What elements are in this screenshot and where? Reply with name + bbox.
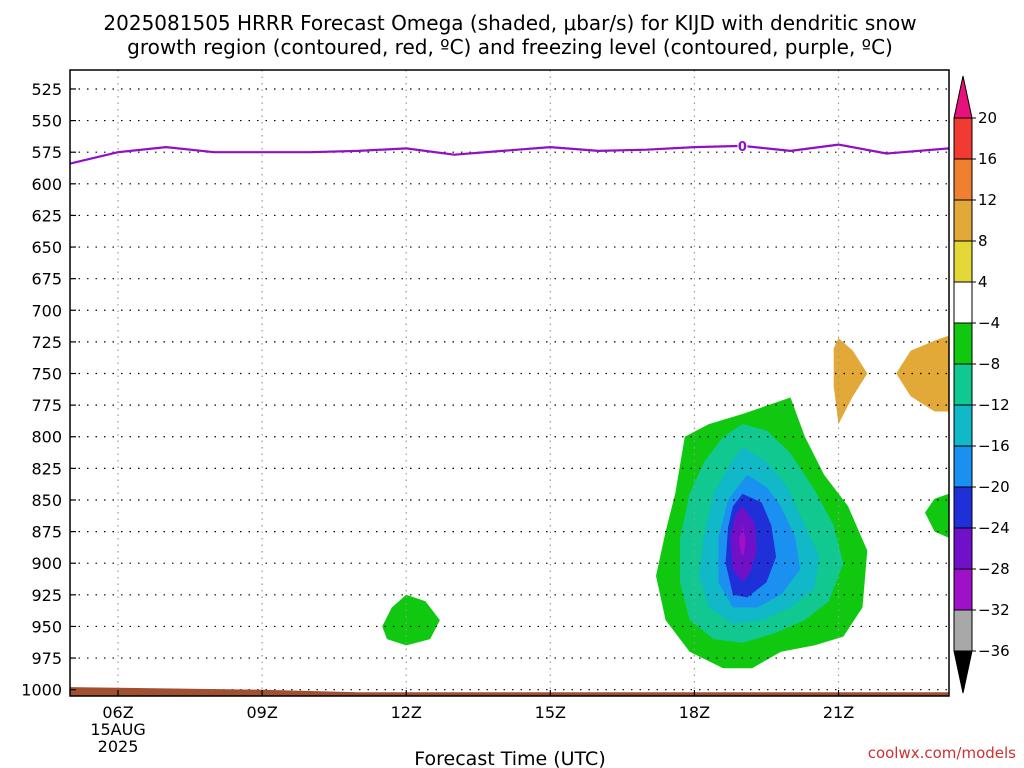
y-tick-label-725: 725 (31, 333, 62, 352)
credit-text: coolwx.com/models (868, 744, 1016, 762)
y-tick-label-875: 875 (31, 523, 62, 542)
colorbar-label-7: −12 (978, 396, 1010, 414)
x-tick-label-15Z: 15Z (535, 703, 566, 722)
colorbar-box-3 (953, 199, 973, 242)
omega-region-6 (932, 601, 949, 671)
colorbar-box-10 (953, 486, 973, 529)
x-axis: 06Z 09Z 12Z 15Z 18Z 21Z (102, 690, 854, 722)
colorbar-label-10: −24 (978, 519, 1010, 537)
y-tick-label-900: 900 (31, 554, 62, 573)
colorbar-box-7 (953, 363, 973, 406)
x-tick-label-06Z: 06Z (102, 703, 133, 722)
y-tick-label-675: 675 (31, 270, 62, 289)
colorbar-box-8 (953, 404, 973, 447)
terrain-polygon (70, 687, 949, 696)
freezing-level-label: 0 (738, 140, 747, 155)
x-axis-title: Forecast Time (UTC) (414, 748, 605, 768)
x-date-label-year: 2025 (98, 737, 139, 756)
colorbar-label-6: −8 (978, 355, 1000, 373)
colorbar-label-8: −16 (978, 437, 1010, 455)
colorbar-top-arrow (953, 75, 973, 119)
colorbar-label-12: −32 (978, 601, 1010, 619)
chart-title-line-2: growth region (contoured, red, ºC) and f… (127, 35, 893, 59)
omega-region-8 (925, 493, 949, 538)
omega-region-1 (110, 618, 128, 648)
colorbar-label-2: 12 (978, 191, 997, 209)
plot-frame (69, 69, 950, 697)
colorbar-label-5: −4 (978, 314, 1000, 332)
omega-region-5 (896, 335, 949, 412)
x-tick-label-21Z: 21Z (823, 703, 854, 722)
colorbar-box-2 (953, 158, 973, 201)
y-tick-label-800: 800 (31, 428, 62, 447)
freezing-level-line (70, 143, 949, 165)
colorbar-label-9: −20 (978, 478, 1010, 496)
colorbar: 20 16 12 8 4 −4 −8 −12 −16 −20 −24 −28 −32 −36 (953, 75, 1010, 694)
colorbar-box-11 (953, 527, 973, 570)
freezing-level-contour: 0 (70, 137, 949, 165)
colorbar-bottom-arrow (953, 650, 973, 694)
omega-region-15 (739, 525, 746, 555)
omega-shading (103, 156, 949, 671)
omega-region-2 (293, 183, 359, 399)
y-tick-label-600: 600 (31, 175, 62, 194)
colorbar-label-3: 8 (978, 232, 988, 250)
y-tick-label-950: 950 (31, 617, 62, 636)
colorbar-label-13: −36 (978, 642, 1010, 660)
colorbar-box-13 (953, 609, 973, 652)
y-tick-label-1000: 1000 (21, 681, 62, 700)
y-tick-label-825: 825 (31, 459, 62, 478)
colorbar-label-11: −28 (978, 560, 1010, 578)
colorbar-box-9 (953, 445, 973, 488)
y-axis: 525 550 575 600 625 650 675 700 725 750 775 800 825 8… (21, 80, 76, 700)
y-tick-label-975: 975 (31, 649, 62, 668)
y-tick-label-750: 750 (31, 365, 62, 384)
colorbar-box-5 (953, 281, 973, 324)
y-tick-label-650: 650 (31, 238, 62, 257)
omega-region-4 (833, 338, 868, 425)
y-tick-label-850: 850 (31, 491, 62, 510)
x-tick-label-09Z: 09Z (246, 703, 277, 722)
y-tick-label-700: 700 (31, 301, 62, 320)
chart-title-line-1: 2025081505 HRRR Forecast Omega (shaded, … (103, 11, 916, 35)
x-date-label-day: 15AUG (90, 720, 145, 739)
x-tick-label-18Z: 18Z (679, 703, 710, 722)
terrain-fill (70, 687, 949, 696)
y-tick-label-925: 925 (31, 586, 62, 605)
colorbar-box-4 (953, 240, 973, 283)
colorbar-label-1: 16 (978, 150, 997, 168)
colorbar-label-0: 20 (978, 109, 997, 127)
colorbar-label-4: 4 (978, 273, 988, 291)
y-tick-label-625: 625 (31, 206, 62, 225)
x-tick-label-12Z: 12Z (391, 703, 422, 722)
y-tick-label-775: 775 (31, 396, 62, 415)
y-tick-label-525: 525 (31, 80, 62, 99)
omega-region-7 (382, 594, 440, 646)
colorbar-box-1 (953, 117, 973, 160)
y-tick-label-575: 575 (31, 143, 62, 162)
grid-lines (70, 70, 949, 696)
freezing-label-bg (737, 137, 748, 152)
colorbar-box-6 (953, 322, 973, 365)
omega-region-0 (103, 162, 191, 479)
colorbar-box-12 (953, 568, 973, 611)
y-tick-label-550: 550 (31, 112, 62, 131)
